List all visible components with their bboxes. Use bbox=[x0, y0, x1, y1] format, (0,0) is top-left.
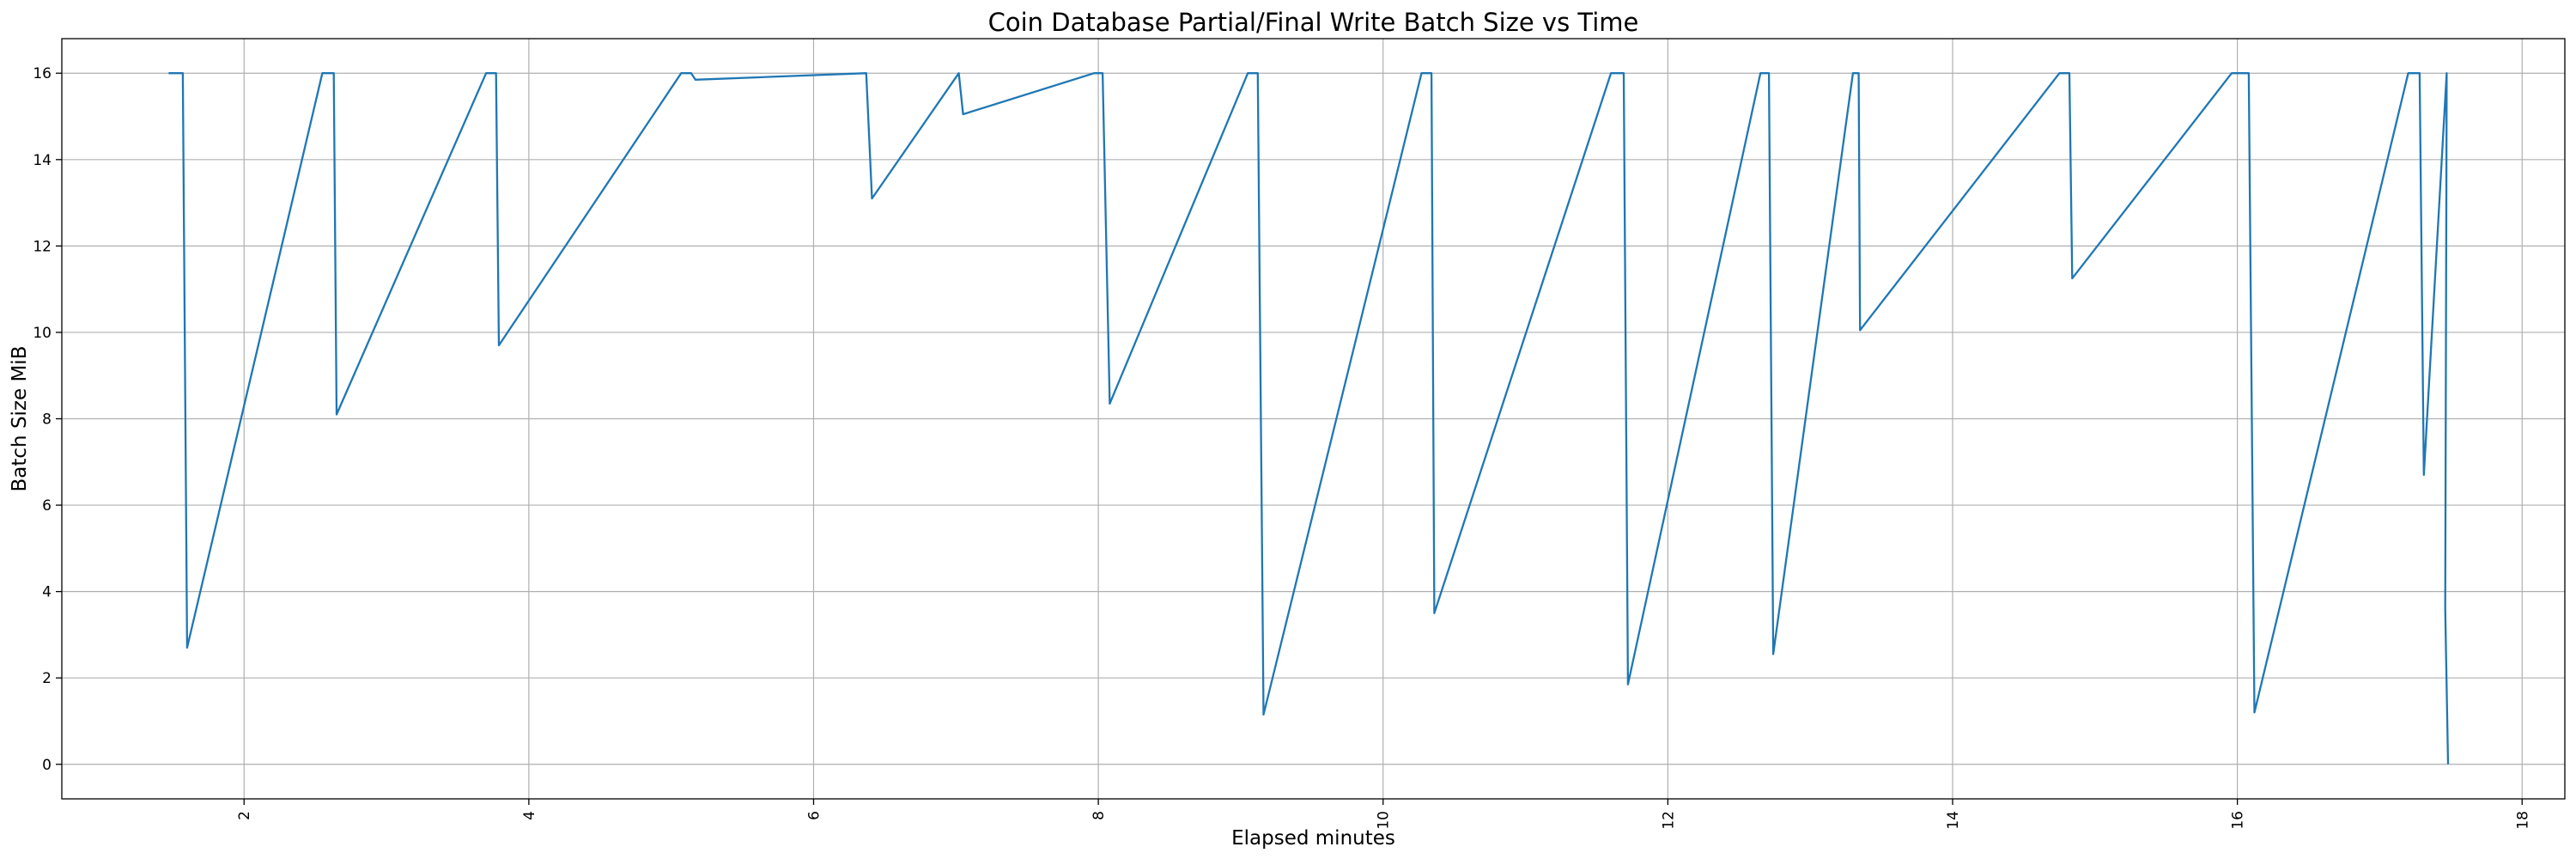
x-tick-label: 4 bbox=[521, 811, 538, 820]
grid bbox=[62, 39, 2565, 799]
y-tick-label: 4 bbox=[42, 584, 52, 601]
x-tick-label: 16 bbox=[2230, 811, 2247, 830]
x-axis-label: Elapsed minutes bbox=[1231, 827, 1395, 850]
y-axis-label: Batch Size MiB bbox=[9, 346, 31, 492]
y-tick-label: 8 bbox=[42, 411, 52, 429]
x-tick-label: 14 bbox=[1945, 811, 1962, 830]
y-tick-label: 14 bbox=[33, 152, 52, 169]
x-tick-label: 12 bbox=[1660, 811, 1677, 830]
series-line bbox=[168, 72, 2450, 765]
y-tick-label: 6 bbox=[42, 497, 52, 515]
series-line-group bbox=[168, 72, 2450, 765]
y-tick-label: 2 bbox=[42, 670, 52, 687]
y-tick-label: 12 bbox=[33, 238, 52, 255]
x-tick-label: 2 bbox=[236, 811, 253, 820]
x-tick-label: 10 bbox=[1376, 811, 1393, 830]
y-axis-ticks: 0 2 4 6 8 10 12 14 16 bbox=[33, 65, 62, 774]
x-axis-ticks: 2 4 6 8 10 12 14 16 18 bbox=[236, 799, 2531, 830]
y-tick-label: 0 bbox=[42, 757, 52, 774]
x-tick-label: 6 bbox=[805, 811, 823, 820]
y-tick-label: 10 bbox=[33, 325, 52, 342]
x-tick-label: 8 bbox=[1091, 811, 1108, 820]
y-tick-label: 16 bbox=[33, 65, 52, 82]
x-tick-label: 18 bbox=[2514, 811, 2531, 830]
chart-title: Coin Database Partial/Final Write Batch … bbox=[988, 8, 1639, 37]
